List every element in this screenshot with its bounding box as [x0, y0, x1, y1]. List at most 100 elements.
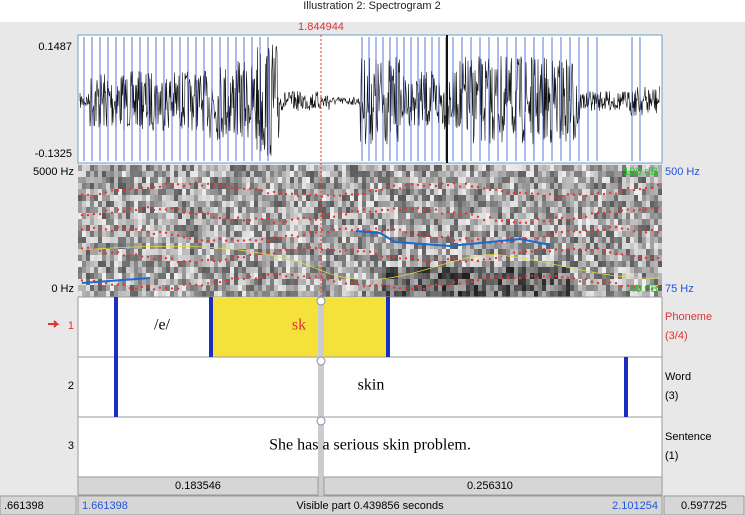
spectrogram-cell [598, 249, 602, 255]
spectrogram-cell [202, 291, 206, 297]
spectrogram-cell [134, 261, 138, 267]
spectrogram-cell [434, 165, 438, 171]
spectrogram-cell [526, 165, 530, 171]
spectrogram-cell [294, 171, 298, 177]
formant-dot [423, 209, 425, 211]
spectrogram-cell [98, 201, 102, 207]
spectrogram-cell [494, 249, 498, 255]
spectrogram-cell [238, 261, 242, 267]
spectrogram-cell [542, 279, 546, 285]
spectrogram-cell [90, 165, 94, 171]
spectrogram-cell [334, 171, 338, 177]
spectrogram-cell [578, 171, 582, 177]
spectrogram-cell [242, 171, 246, 177]
spectrogram-cell [522, 243, 526, 249]
spectrogram-cell [446, 177, 450, 183]
spectrogram-cell [246, 291, 250, 297]
spectrogram-cell [342, 291, 346, 297]
spectrogram-cell [278, 165, 282, 171]
spectrogram-cell [302, 237, 306, 243]
cursor-handle[interactable] [317, 297, 325, 305]
spectrogram-cell [558, 285, 562, 291]
spectrogram-cell [150, 189, 154, 195]
spectrogram-cell [470, 189, 474, 195]
spectrogram-cell [486, 201, 490, 207]
spectrogram-cell [274, 285, 278, 291]
spectrogram-cell [586, 261, 590, 267]
spectrogram-cell [110, 201, 114, 207]
spectrogram-cell [198, 279, 202, 285]
boundary[interactable] [386, 297, 390, 357]
spectrogram-cell [634, 261, 638, 267]
spectrogram-cell [486, 285, 490, 291]
spectrogram-cell [362, 255, 366, 261]
formant-dot [615, 253, 617, 255]
spectrogram-cell [382, 243, 386, 249]
spectrogram-cell [234, 243, 238, 249]
formant-dot [483, 219, 485, 221]
spectrogram-cell [78, 291, 82, 297]
formant-dot [141, 255, 143, 257]
spectrogram-cell [406, 219, 410, 225]
spectrogram-cell [306, 171, 310, 177]
spectrogram-cell [154, 177, 158, 183]
spectrogram-cell [562, 171, 566, 177]
spectrogram-cell [78, 195, 82, 201]
spectrogram-cell [594, 171, 598, 177]
formant-dot [393, 185, 395, 187]
spectrogram-cell [106, 195, 110, 201]
formant-dot [345, 228, 347, 230]
spectrogram-cell [606, 201, 610, 207]
cursor-handle[interactable] [317, 417, 325, 425]
spectrogram-cell [98, 183, 102, 189]
spectrogram-cell [94, 291, 98, 297]
spectrogram-cell [382, 171, 386, 177]
spectrogram-cell [394, 261, 398, 267]
boundary[interactable] [624, 357, 628, 417]
boundary[interactable] [209, 297, 213, 357]
spectrogram-cell [350, 231, 354, 237]
spectrogram-cell [514, 183, 518, 189]
spectrogram-cell [166, 213, 170, 219]
spectrogram-cell [266, 291, 270, 297]
spectrogram-cell [598, 213, 602, 219]
formant-dot [537, 277, 539, 279]
spectrogram-cell [638, 249, 642, 255]
spectrogram-cell [402, 273, 406, 279]
spectrogram-cell [430, 165, 434, 171]
spectrogram-cell [274, 291, 278, 297]
formant-dot [489, 189, 491, 191]
spectrogram-cell [102, 195, 106, 201]
formant-dot [315, 275, 317, 277]
spectrogram-cell [618, 279, 622, 285]
formant-dot [531, 234, 533, 236]
spectrogram-cell [622, 213, 626, 219]
spectrogram-cell [114, 255, 118, 261]
spectrogram-cell [522, 231, 526, 237]
spectrogram-cell [278, 291, 282, 297]
spectrogram-cell [138, 189, 142, 195]
cursor-handle[interactable] [317, 357, 325, 365]
spectrogram-cell [182, 189, 186, 195]
boundary[interactable] [114, 297, 118, 357]
spectrogram-cell [550, 183, 554, 189]
spectrogram-cell [574, 237, 578, 243]
formant-dot [591, 228, 593, 230]
spectrogram-cell [402, 249, 406, 255]
formant-dot [381, 230, 383, 232]
boundary[interactable] [114, 357, 118, 417]
spectrogram-cell [570, 207, 574, 213]
spectrogram-cell [334, 285, 338, 291]
formant-dot [261, 218, 263, 220]
formant-dot [525, 192, 527, 194]
spectrogram-cell [474, 189, 478, 195]
spectrogram-cell [90, 207, 94, 213]
spectrogram-cell [622, 273, 626, 279]
spectrogram-cell [238, 243, 242, 249]
spectrogram-cell [630, 195, 634, 201]
spectrogram-cell [98, 165, 102, 171]
spectrogram-cell [590, 243, 594, 249]
spectrogram-cell [378, 279, 382, 285]
spectrogram-cell [362, 171, 366, 177]
spectrogram-cell [134, 231, 138, 237]
